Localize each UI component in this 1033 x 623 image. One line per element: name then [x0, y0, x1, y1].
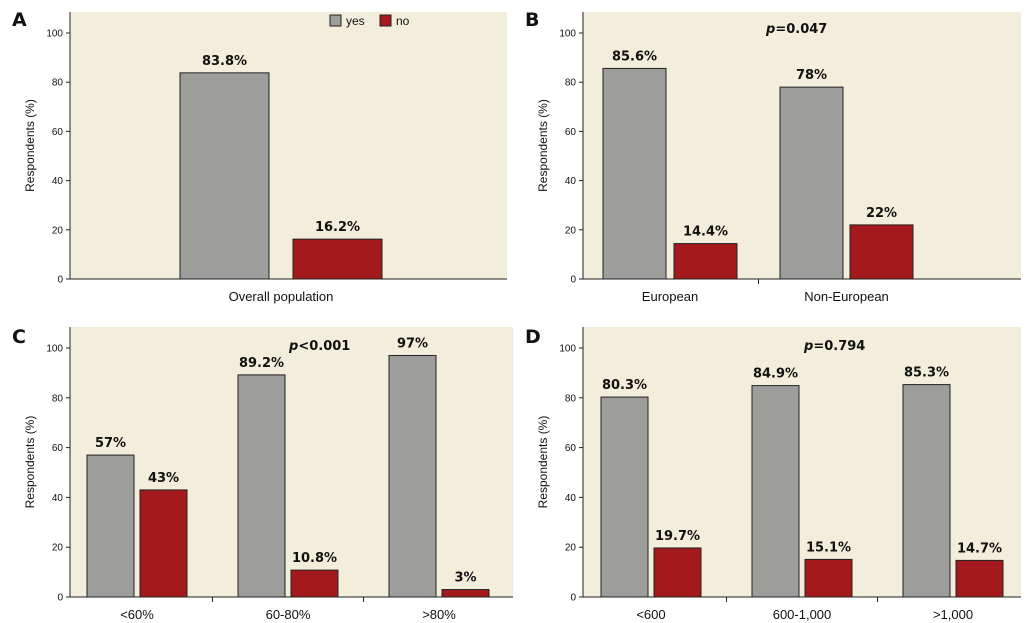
y-tick-label: 60: [565, 127, 577, 138]
legend-swatch-yes: [329, 14, 342, 27]
legend-swatch-no: [379, 14, 392, 27]
y-tick-label: 60: [52, 443, 64, 454]
y-tick-label: 80: [565, 393, 577, 404]
data-label-yes-3: 97%: [397, 336, 428, 351]
data-label-no-1: 14.4%: [683, 225, 728, 240]
y-tick-label: 20: [565, 543, 577, 554]
y-tick-label: 100: [46, 29, 63, 40]
y-tick-label: 20: [52, 225, 64, 236]
bar-yes-2: [237, 374, 286, 598]
data-label-yes-2: 84.9%: [753, 367, 798, 382]
y-tick-label: 60: [565, 443, 577, 454]
panel-c: 0 20 40 60 80 100 Respondents (%) C 57% 89.2% 97% 4…: [12, 326, 513, 622]
bar-yes-2: [779, 86, 844, 280]
y-tick-label: 80: [52, 78, 64, 89]
data-label-yes-1: 83.8%: [202, 54, 247, 69]
y-tick-label: 100: [46, 344, 63, 355]
y-tick-label: 40: [52, 176, 64, 187]
y-tick-label: 60: [52, 127, 64, 138]
y-axis-label: Respondents (%): [536, 99, 550, 192]
bar-no-1: [673, 243, 738, 280]
x-category-label: Overall population: [229, 289, 334, 304]
data-label-no-3: 14.7%: [957, 541, 1002, 556]
y-axis-label: Respondents (%): [536, 416, 550, 509]
data-label-no-1: 43%: [148, 471, 179, 486]
bar-no-2: [804, 558, 853, 598]
bar-no-1: [653, 547, 702, 598]
x-category-label: >80%: [422, 607, 456, 622]
p-value: p=0.047: [765, 22, 827, 37]
bar-yes-3: [902, 384, 951, 598]
panel-a: 0 20 40 60 80 100 Respondents (%) A 83.8% 16.2% Ov…: [12, 9, 507, 304]
bar-yes-2: [751, 385, 800, 598]
y-tick-label: 0: [57, 593, 63, 604]
plot-area: [583, 327, 1021, 597]
y-tick-label: 40: [565, 176, 577, 187]
y-tick-label: 80: [52, 393, 64, 404]
panel-letter: D: [525, 326, 541, 348]
bar-no-3: [955, 559, 1004, 598]
y-tick-label: 100: [559, 29, 576, 40]
y-tick-label: 40: [52, 493, 64, 504]
data-label-no-2: 10.8%: [292, 551, 337, 566]
bar-no-3: [441, 589, 490, 598]
legend: yes no: [329, 14, 410, 28]
data-label-yes-3: 85.3%: [904, 366, 949, 381]
panel-letter: B: [525, 9, 539, 31]
x-category-label: >1,000: [933, 607, 973, 622]
legend-label-no: no: [396, 14, 410, 28]
plot-area: [70, 12, 507, 279]
panel-letter: A: [12, 9, 27, 31]
x-category-label: 60-80%: [266, 607, 311, 622]
bar-yes-1: [179, 72, 270, 280]
x-category-label: Non-European: [804, 289, 889, 304]
x-category-label: European: [642, 289, 698, 304]
legend-label-yes: yes: [346, 14, 365, 28]
data-label-yes-2: 78%: [796, 68, 827, 83]
y-tick-label: 0: [570, 275, 576, 286]
panel-b: 0 20 40 60 80 100 Respondents (%) B 85.6% 78% 14.4…: [525, 9, 1021, 304]
x-category-label: <60%: [120, 607, 154, 622]
bar-no-1: [139, 489, 188, 598]
y-tick-label: 80: [565, 78, 577, 89]
bar-no-2: [290, 569, 339, 598]
data-label-no-1: 16.2%: [315, 220, 360, 235]
y-axis-label: Respondents (%): [23, 416, 37, 509]
data-label-yes-1: 80.3%: [602, 378, 647, 393]
data-label-yes-2: 89.2%: [239, 356, 284, 371]
y-tick-label: 100: [559, 344, 576, 355]
y-tick-label: 20: [565, 225, 577, 236]
y-tick-label: 40: [565, 493, 577, 504]
data-label-yes-1: 57%: [95, 436, 126, 451]
panel-d: 0 20 40 60 80 100 Respondents (%) D 80.3% 84.9% 85…: [525, 326, 1021, 622]
bar-yes-1: [602, 67, 667, 280]
y-axis-label: Respondents (%): [23, 99, 37, 192]
y-tick-label: 0: [57, 275, 63, 286]
p-value: p<0.001: [288, 339, 350, 354]
data-label-no-3: 3%: [454, 571, 476, 586]
bar-yes-1: [600, 396, 649, 598]
data-label-yes-1: 85.6%: [612, 49, 657, 64]
bar-no-2: [849, 224, 914, 280]
bar-yes-1: [86, 454, 135, 598]
p-value: p=0.794: [803, 339, 865, 354]
data-label-no-2: 22%: [866, 206, 897, 221]
data-label-no-2: 15.1%: [806, 540, 851, 555]
panel-letter: C: [12, 326, 26, 348]
y-tick-label: 20: [52, 543, 64, 554]
data-label-no-1: 19.7%: [655, 529, 700, 544]
bar-yes-3: [388, 354, 437, 598]
x-category-label: 600-1,000: [773, 607, 832, 622]
y-tick-label: 0: [570, 593, 576, 604]
x-category-label: <600: [636, 607, 665, 622]
bar-no-1: [292, 238, 383, 280]
